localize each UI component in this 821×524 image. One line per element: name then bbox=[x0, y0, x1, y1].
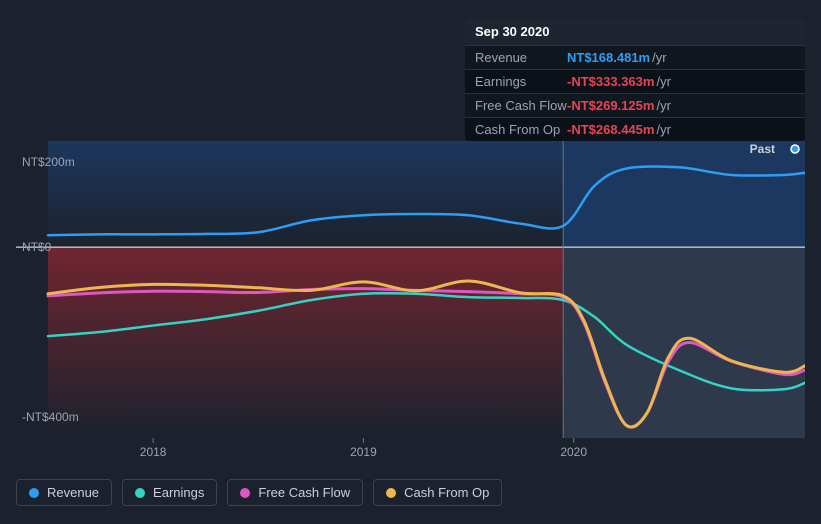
svg-text:NT$200m: NT$200m bbox=[22, 155, 75, 169]
svg-text:2020: 2020 bbox=[560, 445, 587, 459]
tooltip-row-label: Earnings bbox=[475, 74, 567, 89]
svg-text:NT$0: NT$0 bbox=[22, 240, 52, 254]
legend-item-label: Cash From Op bbox=[404, 485, 489, 500]
svg-text:2018: 2018 bbox=[140, 445, 167, 459]
legend-item[interactable]: Earnings bbox=[122, 479, 217, 506]
chart-tooltip: Sep 30 2020 RevenueNT$168.481m /yrEarnin… bbox=[465, 18, 805, 141]
tooltip-row-suffix: /yr bbox=[656, 74, 670, 89]
tooltip-row-suffix: /yr bbox=[656, 98, 670, 113]
legend-item-label: Revenue bbox=[47, 485, 99, 500]
svg-text:Past: Past bbox=[750, 142, 775, 156]
tooltip-row-label: Revenue bbox=[475, 50, 567, 65]
financials-chart-panel: Sep 30 2020 RevenueNT$168.481m /yrEarnin… bbox=[0, 0, 821, 524]
legend-item[interactable]: Cash From Op bbox=[373, 479, 502, 506]
chart-area: Past NT$200m NT$0 -NT$400m 2018 2019 2020 bbox=[16, 125, 805, 465]
tooltip-row-value: -NT$333.363m bbox=[567, 74, 654, 89]
tooltip-row-value: NT$168.481m bbox=[567, 50, 650, 65]
legend-item[interactable]: Revenue bbox=[16, 479, 112, 506]
legend-dot-icon bbox=[135, 488, 145, 498]
tooltip-row: Free Cash Flow-NT$269.125m /yr bbox=[465, 93, 805, 117]
legend-item-label: Free Cash Flow bbox=[258, 485, 350, 500]
legend-dot-icon bbox=[386, 488, 396, 498]
tooltip-row-label: Free Cash Flow bbox=[475, 98, 567, 113]
tooltip-row: Earnings-NT$333.363m /yr bbox=[465, 69, 805, 93]
tooltip-row-suffix: /yr bbox=[652, 50, 666, 65]
svg-text:2019: 2019 bbox=[350, 445, 377, 459]
svg-text:-NT$400m: -NT$400m bbox=[22, 410, 79, 424]
tooltip-row-value: -NT$269.125m bbox=[567, 98, 654, 113]
legend-item[interactable]: Free Cash Flow bbox=[227, 479, 363, 506]
legend: Revenue Earnings Free Cash Flow Cash From O… bbox=[16, 479, 502, 506]
legend-dot-icon bbox=[240, 488, 250, 498]
tooltip-row: RevenueNT$168.481m /yr bbox=[465, 45, 805, 69]
legend-item-label: Earnings bbox=[153, 485, 204, 500]
tooltip-date: Sep 30 2020 bbox=[465, 18, 805, 45]
legend-dot-icon bbox=[29, 488, 39, 498]
